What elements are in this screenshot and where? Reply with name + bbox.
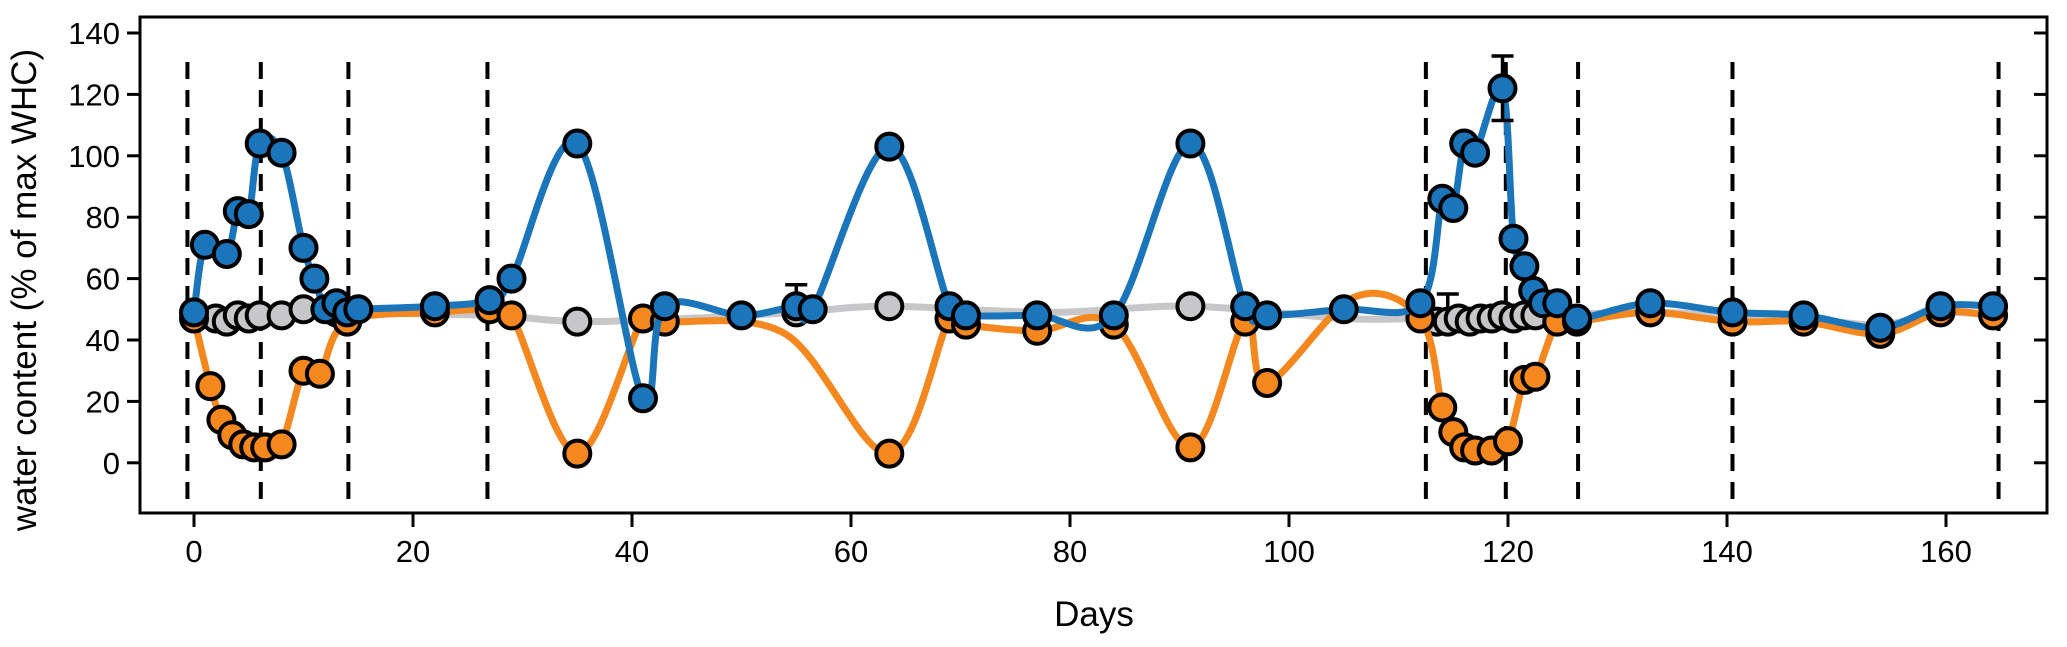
blue-data-point [1925,291,1956,322]
orange-data-point [496,300,527,331]
plot-frame [138,15,2049,515]
y-tick-label: 0 [103,446,120,481]
blue-data-point [1175,128,1206,159]
x-tick-label: 100 [1263,534,1315,569]
blue-data-point [1865,312,1896,343]
blue-data-point [1098,300,1129,331]
x-tick-label: 160 [1920,534,1972,569]
y-tick-label: 40 [86,323,120,358]
y-tick-label: 100 [68,139,120,174]
blue-data-point [474,285,505,316]
x-axis-title: Days [1054,595,1134,634]
orange-data-point [266,429,297,460]
blue-data-point [1978,291,2009,322]
blue-data-point [1405,288,1436,319]
orange-data-point [1493,426,1523,457]
blue-data-point [1717,297,1748,328]
x-tick-label: 80 [1053,534,1087,569]
series-blue-line [190,82,1997,406]
x-tick-label: 60 [834,534,868,569]
y-tick-label: 60 [86,262,120,297]
axis-ticks: 0 20 40 60 80 100 120 140 160 0 20 40 60 80 100 120 140 [68,16,2047,569]
blue-data-point [179,297,209,328]
blue-data-point [1328,294,1359,325]
blue-data-point [419,291,450,322]
blue-data-point [1460,137,1491,168]
event-dashed-lines [185,62,2001,506]
blue-data-point [649,291,680,322]
orange-data-point [562,438,593,469]
plot-border [138,15,2049,515]
gray-data-point [562,306,593,337]
blue-data-point [951,300,981,331]
blue-data-point [1509,251,1540,282]
blue-data-point [343,294,374,325]
blue-data-point [874,131,905,162]
blue-data-point [1498,223,1529,254]
x-tick-label: 120 [1482,534,1534,569]
blue-data-point [1252,300,1283,331]
blue-data-point [562,128,593,159]
y-tick-label: 140 [68,16,120,51]
gray-data-point [874,291,905,322]
blue-data-point [1635,288,1666,319]
orange-data-point [304,358,335,389]
blue-data-point [1788,300,1819,331]
blue-data-point [496,263,527,294]
series-blue [179,54,2009,414]
y-tick-label: 80 [86,200,120,235]
blue-data-point [1542,288,1573,319]
x-tick-label: 140 [1701,534,1753,569]
blue-data-point [797,294,828,325]
data-series-layer [179,54,2009,469]
blue-data-point [299,263,330,294]
y-tick-label: 120 [68,77,120,112]
gray-data-point [1175,291,1206,322]
blue-data-point [1562,303,1592,334]
x-tick-label: 0 [185,534,202,569]
blue-data-point [233,199,264,230]
blue-data-point [211,239,242,269]
orange-data-point [1520,361,1551,392]
x-tick-label: 40 [615,534,649,569]
orange-data-point [1252,368,1283,398]
x-tick-label: 20 [396,534,430,569]
orange-data-point [874,438,905,469]
blue-data-point [726,300,757,331]
blue-data-point [1438,193,1469,223]
y-tick-label: 20 [86,384,120,419]
orange-data-point [1175,432,1206,463]
y-axis-title: water content (% of max WHC) [5,49,44,532]
blue-data-point [1022,300,1053,331]
blue-data-point [288,232,319,263]
orange-data-point [1427,392,1458,423]
blue-data-point [628,383,658,414]
blue-data-point [266,137,297,168]
blue-data-point [1487,73,1518,104]
orange-data-point [195,371,226,402]
